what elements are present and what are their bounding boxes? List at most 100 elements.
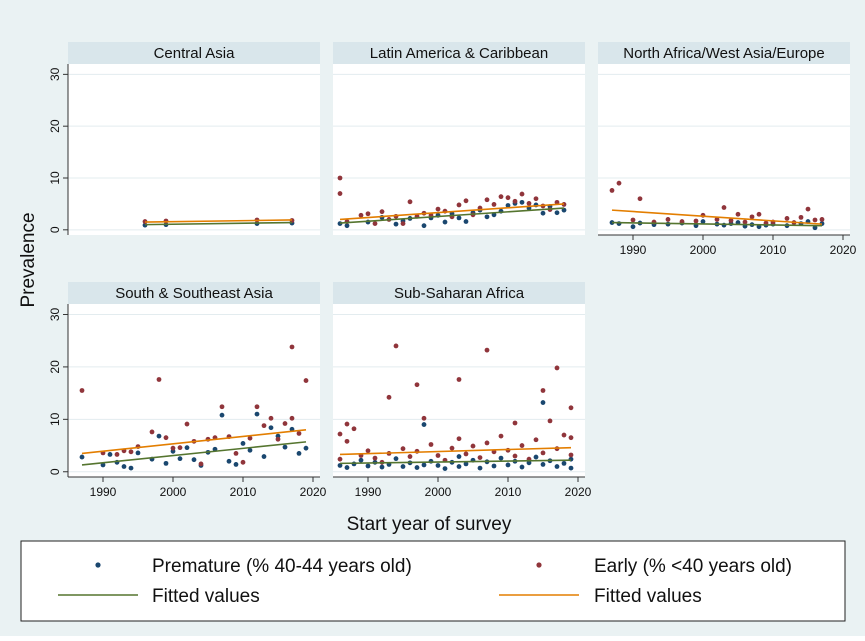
point-premature — [456, 454, 462, 459]
point-early — [351, 426, 357, 432]
point-early — [421, 415, 427, 421]
panel-sub-saharan-africa: Sub-Saharan Africa 1990 2000 2010 2020 — [333, 282, 592, 499]
point-early — [303, 378, 309, 383]
point-premature — [358, 457, 364, 463]
fit-line-early — [81, 429, 307, 455]
point-early — [296, 431, 302, 436]
plot-area — [68, 64, 320, 235]
panel-header — [598, 42, 850, 64]
point-early — [456, 377, 462, 382]
y-tick-label: 20 — [48, 360, 62, 374]
point-premature — [177, 456, 183, 462]
y-tick-label: 0 — [48, 468, 62, 475]
point-early — [198, 461, 204, 467]
point-premature — [519, 464, 525, 470]
point-premature — [337, 463, 343, 468]
x-tick-label: 2000 — [425, 485, 452, 499]
x-tick-label: 2020 — [565, 485, 592, 499]
legend-label-early: Early (% <40 years old) — [594, 556, 792, 577]
point-premature — [463, 461, 469, 467]
legend-marker-premature — [95, 562, 101, 568]
point-early — [512, 198, 518, 204]
point-early — [149, 429, 155, 435]
point-premature — [533, 454, 539, 460]
point-early — [219, 404, 225, 410]
fit-line-early — [144, 219, 293, 223]
legend-label-fit-early: Fitted values — [594, 586, 702, 607]
point-early — [526, 200, 532, 206]
x-tick-label: 1990 — [620, 243, 647, 257]
point-early — [484, 347, 490, 353]
point-early — [742, 219, 748, 225]
point-premature — [156, 433, 162, 439]
point-premature — [463, 219, 469, 224]
x-tick-label: 2010 — [230, 485, 257, 499]
point-early — [456, 202, 462, 208]
point-early — [344, 438, 350, 444]
x-tick-label: 2010 — [760, 243, 787, 257]
point-early — [547, 418, 553, 424]
point-early — [568, 405, 574, 411]
point-early — [337, 191, 343, 196]
point-early — [428, 442, 434, 447]
point-early — [484, 197, 490, 203]
point-early — [533, 437, 539, 443]
point-early — [184, 421, 190, 427]
fit-line-early — [339, 203, 565, 221]
point-early — [512, 420, 518, 426]
point-early — [812, 217, 818, 223]
point-premature — [344, 223, 350, 229]
point-early — [540, 388, 546, 393]
point-early — [163, 435, 169, 441]
y-tick-label: 20 — [48, 119, 62, 133]
panel-title: South & Southeast Asia — [115, 285, 273, 302]
point-early — [400, 446, 406, 452]
point-early — [337, 431, 343, 437]
point-early — [372, 455, 378, 461]
panel-title: Latin America & Caribbean — [370, 45, 548, 62]
point-premature — [812, 225, 818, 231]
point-early — [749, 214, 755, 220]
point-early — [609, 188, 615, 193]
point-premature — [107, 452, 113, 457]
point-early — [630, 217, 636, 223]
point-early — [533, 196, 539, 202]
panel-header — [333, 282, 585, 304]
point-early — [568, 435, 574, 441]
panel-latin-america-caribbean: Latin America & Caribbean — [333, 42, 585, 235]
point-early — [365, 211, 371, 217]
point-early — [463, 198, 469, 204]
point-early — [540, 450, 546, 456]
point-early — [156, 377, 162, 382]
legend-marker-early — [536, 562, 542, 568]
x-tick-label: 1990 — [90, 485, 117, 499]
point-early — [735, 211, 741, 217]
point-premature — [240, 441, 246, 446]
point-premature — [505, 462, 511, 468]
point-premature — [191, 457, 197, 463]
point-premature — [184, 445, 190, 451]
point-early — [484, 440, 490, 446]
point-premature — [456, 464, 462, 469]
x-tick-label: 2000 — [160, 485, 187, 499]
point-early — [372, 221, 378, 227]
panel-title: Central Asia — [154, 45, 236, 62]
point-premature — [519, 199, 525, 205]
point-early — [456, 436, 462, 442]
point-early — [665, 217, 671, 222]
x-tick-label: 2010 — [495, 485, 522, 499]
fit-line-premature — [144, 221, 293, 226]
point-premature — [296, 451, 302, 456]
x-tick-label: 2020 — [300, 485, 327, 499]
panels-layer: Central Asia 0 10 20 30 Latin America & Carib… — [48, 42, 857, 499]
point-premature — [435, 463, 441, 468]
point-early — [400, 221, 406, 227]
point-premature — [477, 465, 483, 471]
point-early — [819, 217, 825, 222]
panel-central-asia: Central Asia 0 10 20 30 — [48, 42, 320, 235]
point-early — [414, 382, 420, 388]
point-early — [554, 365, 560, 371]
point-early — [491, 202, 497, 207]
point-early — [393, 343, 399, 349]
point-premature — [442, 466, 448, 472]
